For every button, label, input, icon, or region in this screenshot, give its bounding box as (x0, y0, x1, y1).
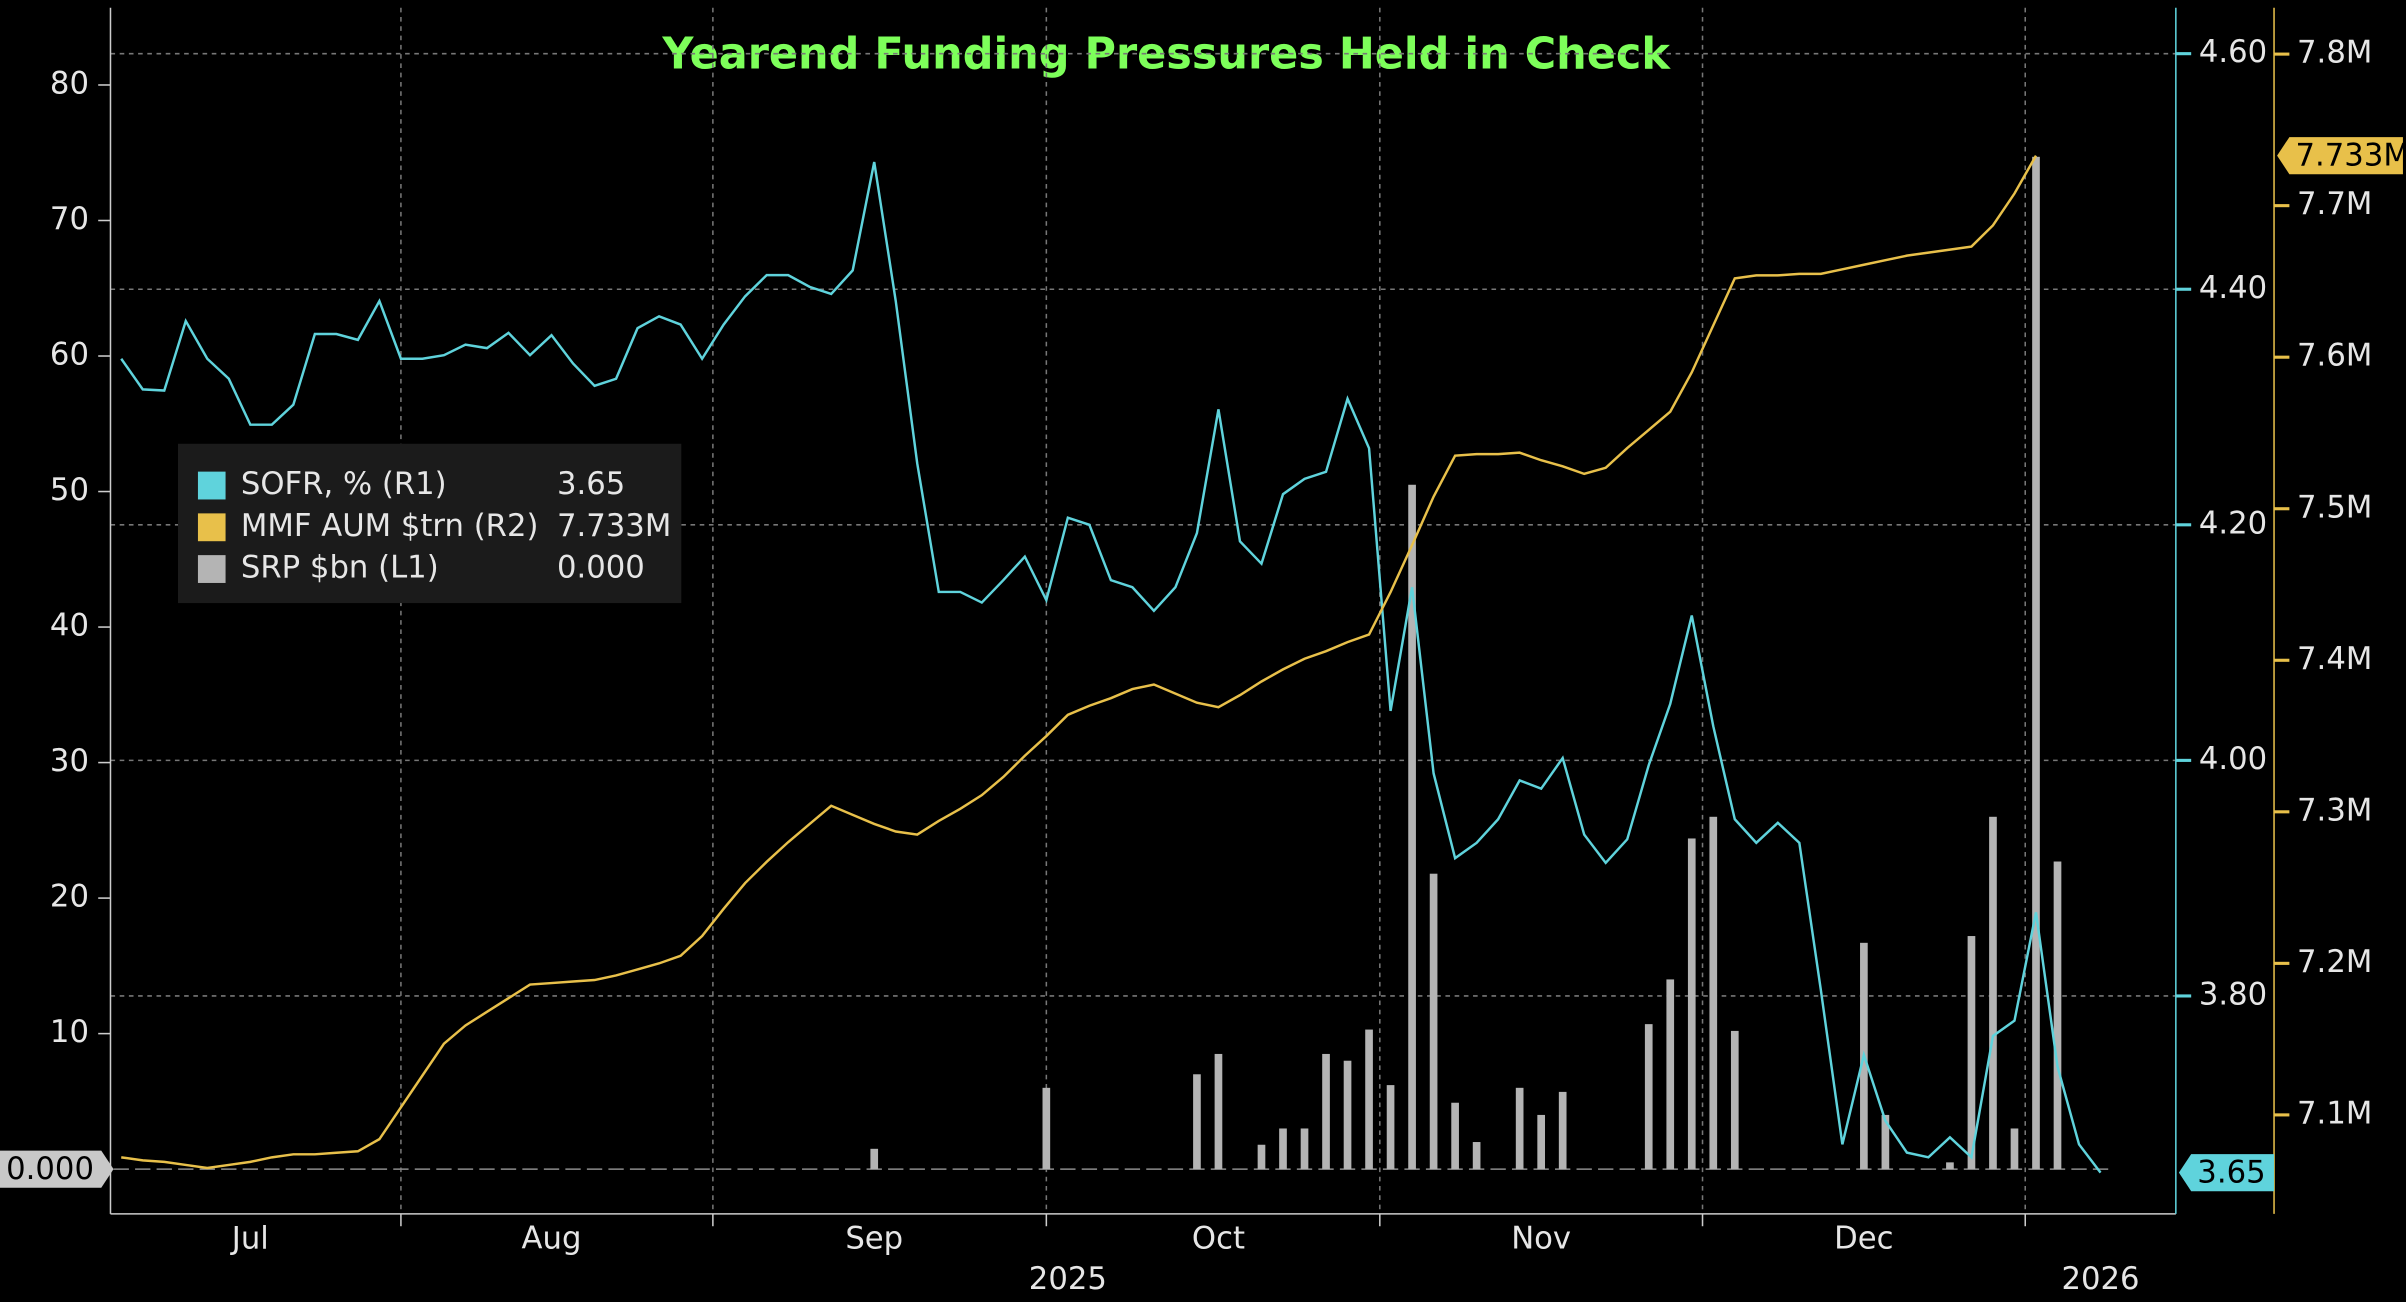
bar (1515, 1087, 1524, 1170)
legend-box (177, 443, 682, 604)
bar (1709, 816, 1718, 1170)
bar (1537, 1114, 1546, 1170)
y3-tick-label: 7.6M (2297, 338, 2372, 374)
y-tick-label: 10 (50, 1014, 89, 1050)
bar (1881, 1114, 1890, 1170)
bar (1257, 1144, 1266, 1170)
bar (1365, 1029, 1373, 1170)
series-line (120, 161, 2102, 1174)
series-line (121, 155, 2038, 1170)
y2-tick-label: 4.00 (2199, 741, 2267, 777)
x-tick-label: Nov (1511, 1221, 1571, 1257)
chart-title: Yearend Funding Pressures Held in Check (661, 30, 1671, 80)
bar (1042, 1087, 1051, 1170)
x-tick-label: Aug (522, 1221, 582, 1257)
y2-tick-label: 4.40 (2199, 270, 2267, 306)
y2-tick-label: 3.80 (2199, 976, 2267, 1012)
y2-tick-label: 4.60 (2199, 34, 2267, 70)
y-tick-label: 70 (50, 201, 89, 237)
bar (1386, 1085, 1395, 1170)
bar (1214, 1053, 1223, 1170)
year-label: 2026 (2061, 1261, 2139, 1297)
legend-value: 0.000 (557, 549, 645, 585)
legend-label: SRP $bn (L1) (241, 549, 439, 585)
y3-tick-label: 7.7M (2297, 186, 2372, 222)
legend-value: 3.65 (557, 466, 625, 502)
legend-swatch (197, 513, 226, 542)
bar (1989, 816, 1997, 1170)
x-tick-label: Dec (1834, 1221, 1893, 1257)
bar (1644, 1024, 1653, 1170)
value-tag-label: 0.000 (6, 1151, 94, 1187)
bar (1967, 936, 1976, 1170)
legend-swatch (197, 471, 226, 500)
legend-label: MMF AUM $trn (R2) (241, 508, 539, 544)
year-label: 2025 (1029, 1261, 1107, 1297)
y3-tick-label: 7.8M (2297, 35, 2372, 71)
x-tick-label: Oct (1192, 1221, 1245, 1257)
bar (1193, 1074, 1201, 1170)
bar (1300, 1128, 1309, 1170)
y3-tick-label: 7.3M (2297, 792, 2372, 828)
y-tick-label: 20 (50, 879, 89, 915)
y-tick-label: 40 (50, 607, 89, 643)
x-tick-label: Sep (845, 1221, 903, 1257)
bar (1558, 1091, 1567, 1170)
bar (1279, 1128, 1287, 1170)
legend-swatch (197, 555, 226, 583)
y-tick-label: 60 (50, 336, 89, 372)
bar (1730, 1030, 1739, 1170)
bar (1451, 1102, 1459, 1170)
bar (2053, 861, 2062, 1170)
bar (2010, 1128, 2019, 1170)
y2-tick-label: 4.20 (2199, 505, 2267, 541)
y-tick-label: 50 (50, 472, 89, 508)
bar (1687, 838, 1696, 1170)
bar (1322, 1053, 1330, 1170)
legend: SOFR, % (R1) 3.65 MMF AUM $trn (R2) 7.733M S… (177, 443, 682, 604)
y3-tick-label: 7.2M (2297, 944, 2372, 980)
value-tag-label: 3.65 (2197, 1155, 2265, 1191)
value-tag (2277, 137, 2403, 175)
value-tag (0, 1150, 114, 1188)
value-tag-label: 7.733M (2296, 138, 2406, 174)
bar (1946, 1162, 1954, 1170)
bar (870, 1148, 879, 1170)
y-tick-label: 30 (50, 743, 89, 779)
bar (1429, 873, 1438, 1170)
value-tag (2178, 1154, 2275, 1192)
x-tick-label: Jul (230, 1221, 269, 1257)
y3-tick-label: 7.1M (2297, 1095, 2372, 1131)
bar (1343, 1060, 1352, 1170)
y3-tick-label: 7.4M (2297, 641, 2372, 677)
y-tick-label: 80 (50, 65, 89, 101)
y3-tick-label: 7.5M (2297, 489, 2372, 525)
bar (1472, 1142, 1481, 1170)
legend-value: 7.733M (557, 508, 671, 544)
bar (2032, 156, 2040, 1170)
legend-label: SOFR, % (R1) (241, 466, 447, 502)
bar (1666, 979, 1675, 1170)
bar (1408, 484, 1416, 1170)
